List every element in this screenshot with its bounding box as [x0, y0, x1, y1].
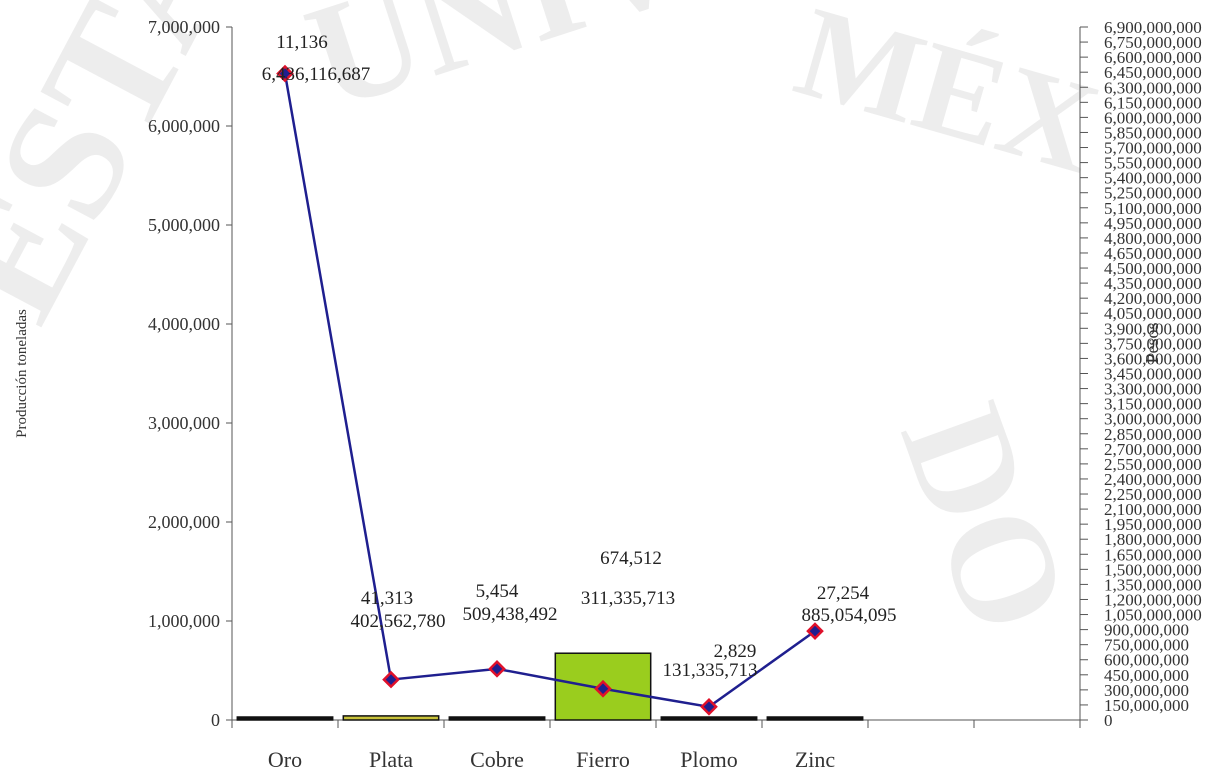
y2-tick-label: 600,000,000	[1104, 651, 1189, 670]
line-marker	[276, 64, 294, 83]
line-value-label: 402,562,780	[351, 611, 446, 632]
y2-tick-label: 2,700,000,000	[1104, 440, 1202, 459]
x-tick-label: Oro	[268, 747, 302, 772]
y2-tick-label: 6,150,000,000	[1104, 93, 1202, 112]
bar	[766, 716, 864, 721]
y2-tick-label: 150,000,000	[1104, 696, 1189, 715]
y2-tick-label: 2,550,000,000	[1104, 455, 1202, 474]
y2-tick-label: 4,800,000,000	[1104, 229, 1202, 248]
y2-tick-label: 4,950,000,000	[1104, 214, 1202, 233]
y2-tick-label: 1,650,000,000	[1104, 545, 1202, 564]
line-marker	[382, 670, 400, 689]
y2-tick-label: 6,000,000,000	[1104, 108, 1202, 127]
y2-tick-label: 5,100,000,000	[1104, 199, 1202, 218]
y2-tick-label: 5,250,000,000	[1104, 184, 1202, 203]
y2-tick-label: 2,400,000,000	[1104, 470, 1202, 489]
line-value-label: 311,335,713	[581, 588, 675, 609]
y-tick-label: 5,000,000	[148, 215, 220, 235]
y2-tick-label: 1,050,000,000	[1104, 606, 1202, 625]
bar-value-label: 27,254	[817, 583, 870, 604]
x-tick-label: Plomo	[680, 747, 737, 772]
bar	[448, 716, 546, 721]
axes: 0 1,000,000 2,000,000 3,000,000 4,000,000 5,0…	[14, 17, 1202, 772]
bar-value-label: 41,313	[361, 588, 413, 609]
y2-tick-label: 5,550,000,000	[1104, 154, 1202, 173]
y2-tick-label: 750,000,000	[1104, 636, 1189, 655]
y2-tick-label: 3,300,000,000	[1104, 380, 1202, 399]
bar-value-label: 2,829	[714, 641, 757, 662]
y2-tick-label: 900,000,000	[1104, 621, 1189, 640]
y2-tick-label: 2,850,000,000	[1104, 425, 1202, 444]
y2-tick-label: 4,650,000,000	[1104, 244, 1202, 263]
y2-tick-label: 6,450,000,000	[1104, 63, 1202, 82]
line-value-label: 131,335,713	[663, 660, 758, 681]
y2-tick-label: 5,850,000,000	[1104, 123, 1202, 142]
x-tick-label: Cobre	[470, 747, 524, 772]
y2-tick-label: 5,400,000,000	[1104, 169, 1202, 188]
y2-tick-label: 4,050,000,000	[1104, 304, 1202, 323]
bar	[236, 716, 334, 721]
y2-tick-label: 3,600,000,000	[1104, 349, 1202, 368]
y2-tick-label: 1,950,000,000	[1104, 515, 1202, 534]
y2-tick-label: 4,200,000,000	[1104, 289, 1202, 308]
y2-tick-label: 1,800,000,000	[1104, 530, 1202, 549]
y2-tick-label: 3,750,000,000	[1104, 334, 1202, 353]
y-tick-label: 7,000,000	[148, 17, 220, 37]
bar-value-label: 11,136	[276, 32, 328, 53]
y2-tick-label: 6,300,000,000	[1104, 78, 1202, 97]
line-value-label: 6,436,116,687	[262, 64, 371, 85]
y2-tick-label: 3,150,000,000	[1104, 395, 1202, 414]
y2-axis-title: Pesos	[1142, 322, 1162, 363]
y-tick-label: 3,000,000	[148, 413, 220, 433]
y-tick-label: 6,000,000	[148, 116, 220, 136]
y2-tick-label: 4,350,000,000	[1104, 274, 1202, 293]
y2-tick-label: 300,000,000	[1104, 681, 1189, 700]
line-value-label: 885,054,095	[802, 605, 897, 626]
y2-tick-label: 0	[1104, 711, 1113, 730]
y2-tick-label: 2,250,000,000	[1104, 485, 1202, 504]
data-labels: 11,136 41,313 5,454 674,512 2,829 27,254 6,436…	[262, 32, 897, 681]
y-tick-label: 0	[211, 710, 220, 730]
watermark-letters: ESTA	[0, 0, 275, 347]
y2-tick-label: 3,900,000,000	[1104, 319, 1202, 338]
y2-tick-label: 2,100,000,000	[1104, 500, 1202, 519]
y2-tick-label: 3,450,000,000	[1104, 365, 1202, 384]
y-tick-label: 2,000,000	[148, 512, 220, 532]
y-axis-title: Producción toneladas	[14, 309, 30, 438]
line-series	[276, 64, 824, 716]
x-tick-label: Fierro	[576, 747, 630, 772]
watermark-letters: DO	[869, 385, 1102, 653]
line-value-label: 509,438,492	[463, 604, 558, 625]
line-marker	[806, 622, 824, 640]
watermark-letters: MÉX	[782, 0, 1113, 201]
line-path	[283, 73, 816, 709]
y2-tick-label: 1,500,000,000	[1104, 560, 1202, 579]
y-tick-label: 1,000,000	[148, 611, 220, 631]
bar	[660, 716, 758, 721]
bar-value-label: 674,512	[600, 548, 662, 569]
y2-tick-label: 6,900,000,000	[1104, 18, 1202, 37]
line-marker	[700, 697, 718, 716]
y2-tick-label: 6,600,000,000	[1104, 48, 1202, 67]
y2-tick-label: 5,700,000,000	[1104, 139, 1202, 158]
bar-value-label: 5,454	[476, 581, 519, 602]
y2-tick-label: 6,750,000,000	[1104, 33, 1202, 52]
y-tick-label: 4,000,000	[148, 314, 220, 334]
line-marker	[594, 679, 612, 698]
x-tick-label: Plata	[369, 747, 413, 772]
y2-tick-label: 1,200,000,000	[1104, 590, 1202, 609]
y2-tick-label: 3,000,000,000	[1104, 410, 1202, 429]
y2-tick-label: 4,500,000,000	[1104, 259, 1202, 278]
bar	[342, 715, 440, 721]
y2-tick-label: 1,350,000,000	[1104, 575, 1202, 594]
line-marker	[488, 659, 506, 678]
y2-tick-label: 450,000,000	[1104, 666, 1189, 685]
x-tick-label: Zinc	[795, 747, 836, 772]
